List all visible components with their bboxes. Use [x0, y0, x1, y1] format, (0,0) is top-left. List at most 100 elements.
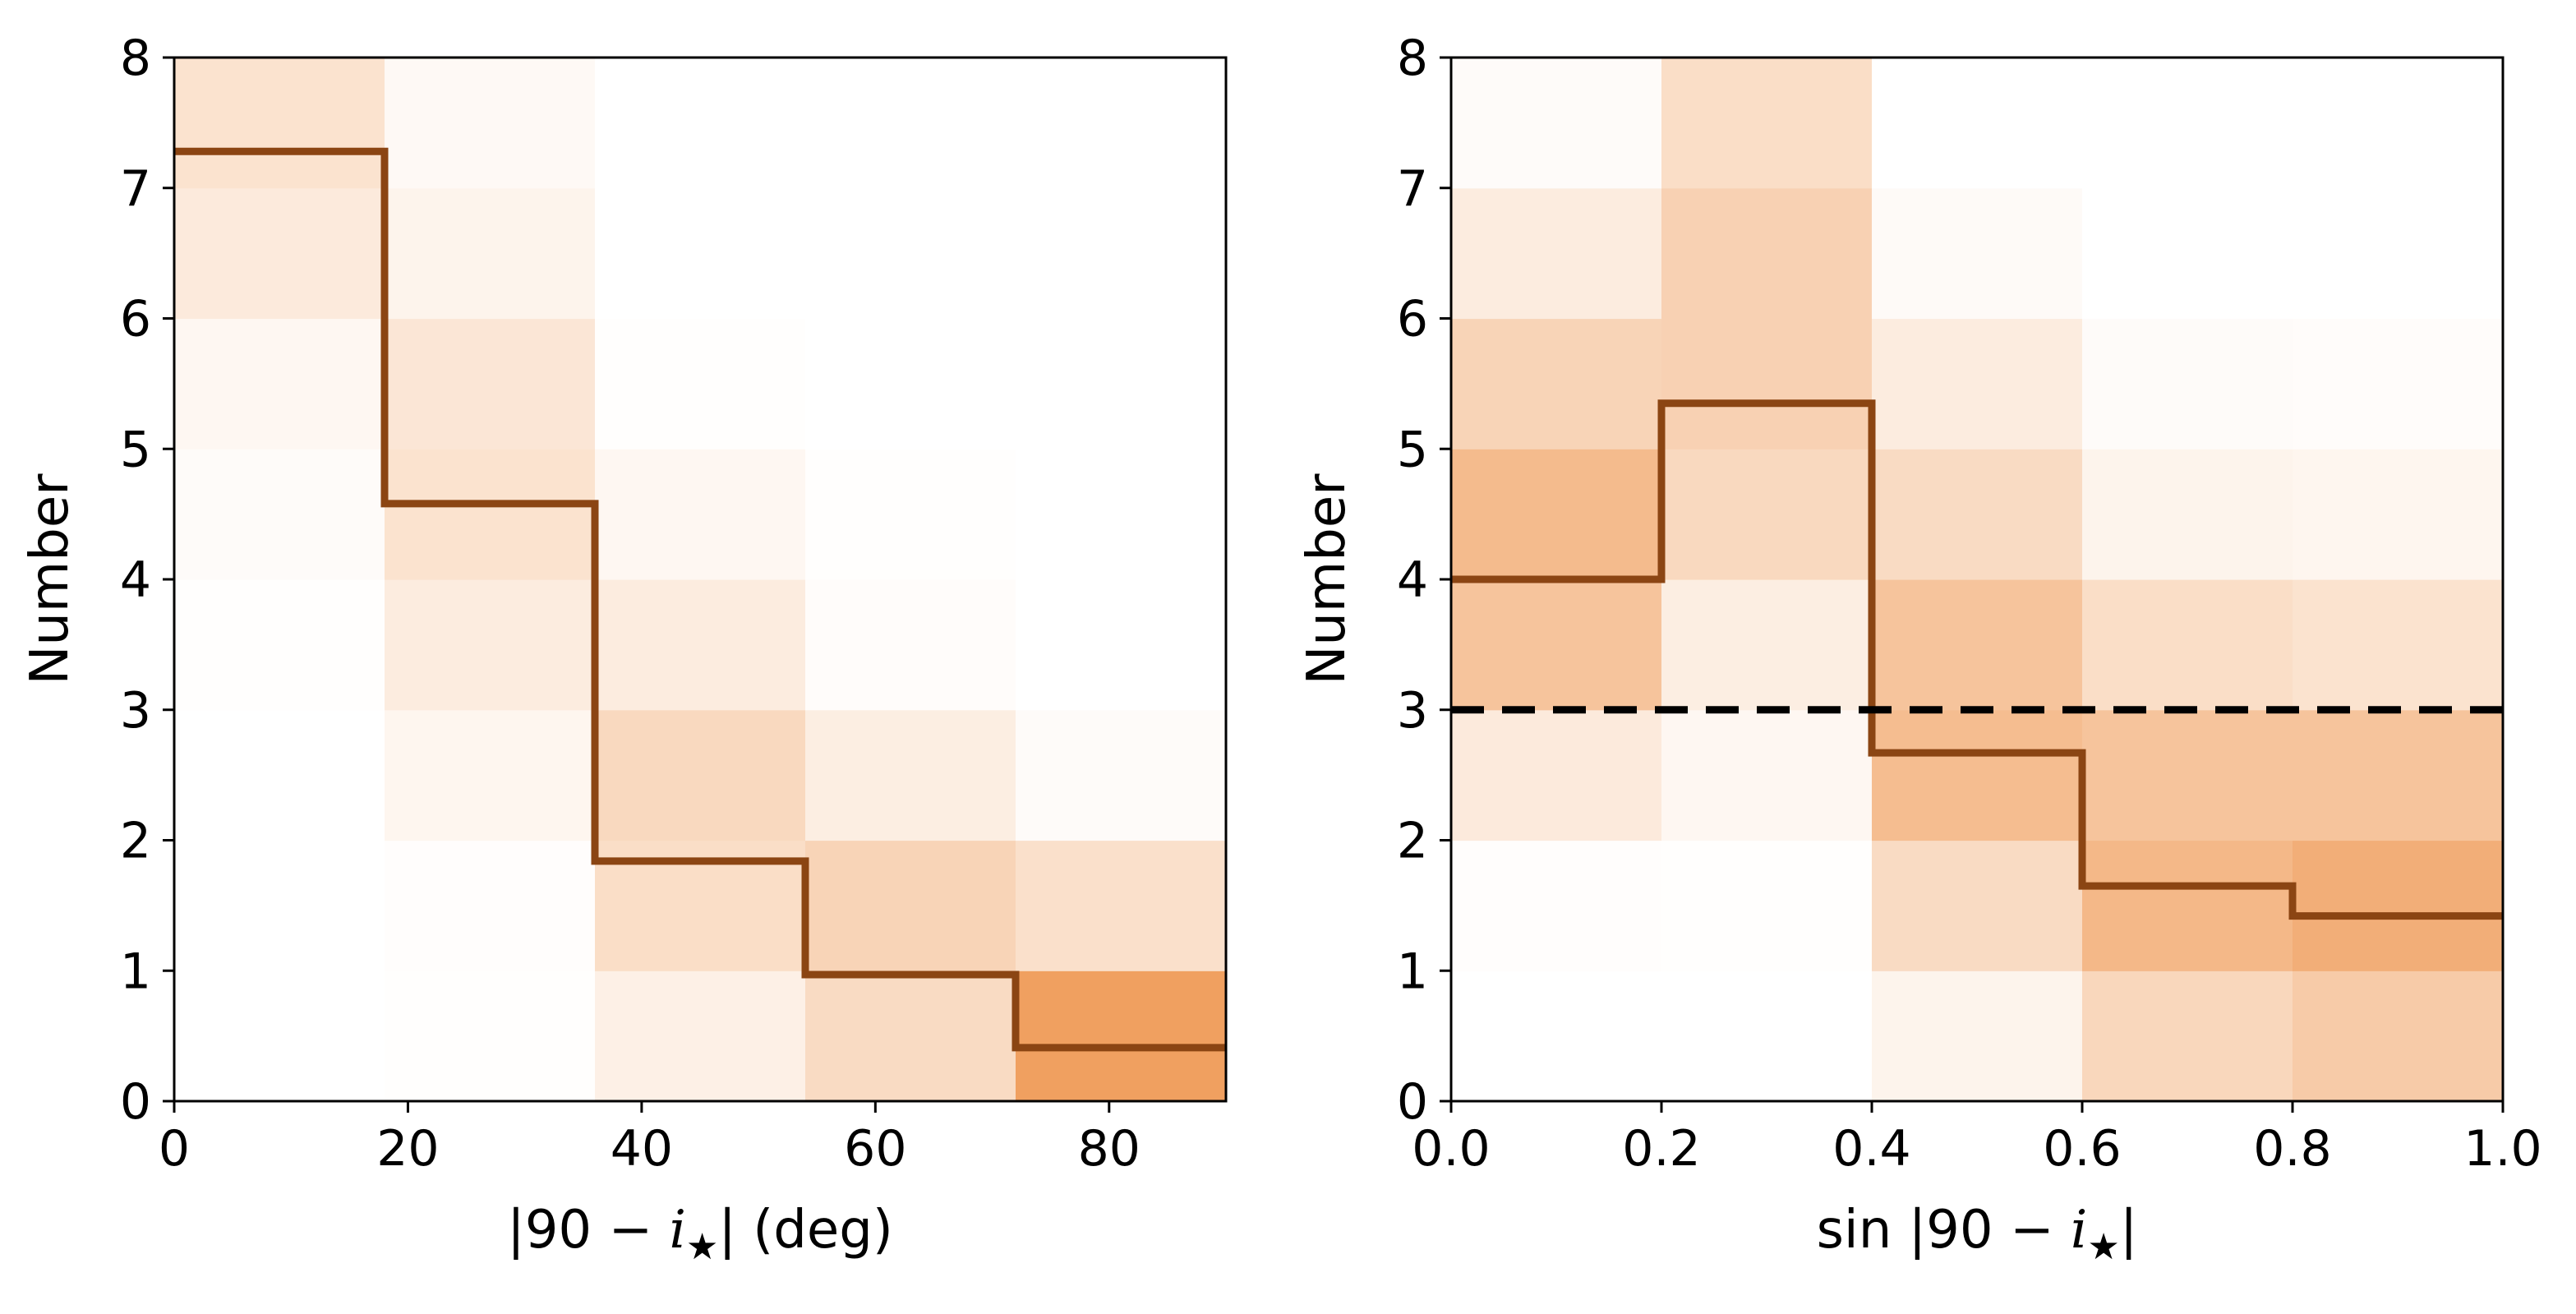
x-tick-label: 60	[844, 1120, 906, 1178]
heatmap-cell	[174, 971, 385, 1102]
y-tick-label: 0	[1397, 1073, 1428, 1131]
x-axis-label-subscript: ★	[2087, 1226, 2119, 1268]
x-axis-label-variable: i	[669, 1200, 685, 1261]
heatmap-cell	[1451, 709, 1662, 841]
heatmap-cell	[1661, 187, 1873, 320]
x-axis-label-text: | (deg)	[718, 1200, 892, 1261]
heatmap-cells	[174, 58, 1227, 1102]
y-tick-label: 1	[1397, 943, 1428, 1000]
heatmap-cell	[595, 449, 806, 580]
heatmap-cell	[1451, 579, 1662, 711]
heatmap-cell	[1016, 449, 1227, 580]
y-axis-label: Number	[20, 473, 81, 685]
y-tick-label: 7	[120, 160, 151, 218]
heatmap-cell	[174, 58, 385, 189]
x-axis-label-text: |	[2120, 1200, 2138, 1261]
heatmap-cell	[385, 709, 596, 841]
heatmap-cell	[1451, 187, 1662, 320]
heatmap-cell	[385, 318, 596, 450]
heatmap-cell	[1661, 971, 1873, 1102]
heatmap-cell	[2082, 840, 2293, 971]
heatmap-cell	[1661, 579, 1873, 711]
heatmap-cell	[2082, 971, 2293, 1102]
heatmap-cell	[1661, 840, 1873, 971]
x-tick-label: 0.4	[1832, 1120, 1910, 1178]
heatmap-cell	[2293, 318, 2504, 450]
heatmap-cell	[174, 709, 385, 841]
heatmap-cell	[805, 58, 1016, 189]
heatmap-cell	[2082, 58, 2293, 189]
y-tick-label: 0	[120, 1073, 151, 1131]
heatmap-cell	[2293, 58, 2504, 189]
y-tick-label: 6	[120, 291, 151, 348]
heatmap-cell	[1016, 58, 1227, 189]
heatmap-cell	[1872, 58, 2083, 189]
y-tick-label: 1	[120, 943, 151, 1000]
x-axis-label-subscript: ★	[686, 1226, 718, 1268]
y-tick-label: 2	[120, 813, 151, 870]
heatmap-cell	[2293, 840, 2504, 971]
heatmap-cell	[174, 840, 385, 971]
x-tick-label: 0.0	[1412, 1120, 1490, 1178]
heatmap-cell	[595, 58, 806, 189]
left-panel: 0 20 40 60 80 0 1 2 3 4 5 6 7 8 Number |90 − i★| (deg)	[20, 30, 1228, 1268]
y-tick-label: 8	[120, 30, 151, 87]
heatmap-cell	[1661, 318, 1873, 450]
heatmap-cell	[1016, 187, 1227, 320]
x-axis-label: |90 − i★| (deg)	[507, 1200, 893, 1268]
heatmap-cell	[1016, 318, 1227, 450]
heatmap-cell	[1451, 449, 1662, 580]
heatmap-cell	[805, 840, 1016, 971]
heatmap-cell	[2082, 449, 2293, 580]
heatmap-cell	[1661, 58, 1873, 189]
x-tick-label: 40	[611, 1120, 673, 1178]
y-tick-label: 7	[1397, 160, 1428, 218]
heatmap-cell	[1872, 318, 2083, 450]
x-tick-label: 0.6	[2043, 1120, 2121, 1178]
heatmap-cell	[1451, 971, 1662, 1102]
y-tick-label: 5	[1397, 421, 1428, 478]
heatmap-cell	[385, 579, 596, 711]
heatmap-cell	[2082, 709, 2293, 841]
heatmap-cell	[174, 449, 385, 580]
heatmap-cell	[2293, 187, 2504, 320]
y-tick-label: 3	[120, 682, 151, 740]
heatmap-cells	[1451, 58, 2504, 1102]
heatmap-cell	[1872, 187, 2083, 320]
heatmap-cell	[2082, 579, 2293, 711]
right-panel: 0.0 0.2 0.4 0.6 0.8 1.0 0 1 2 3 4 5 6 7 8 Number sin |90…	[1297, 30, 2542, 1268]
heatmap-cell	[1661, 449, 1873, 580]
heatmap-cell	[1016, 840, 1227, 971]
heatmap-cell	[595, 187, 806, 320]
heatmap-cell	[385, 58, 596, 189]
heatmap-cell	[174, 318, 385, 450]
heatmap-cell	[2293, 709, 2504, 841]
heatmap-cell	[2082, 318, 2293, 450]
heatmap-cell	[2082, 187, 2293, 320]
x-axis-label: sin |90 − i★|	[1817, 1200, 2138, 1268]
heatmap-cell	[1016, 579, 1227, 711]
x-tick-label: 80	[1078, 1120, 1141, 1178]
y-axis-label: Number	[1297, 473, 1357, 685]
heatmap-cell	[1661, 709, 1873, 841]
heatmap-cell	[1872, 709, 2083, 841]
heatmap-cell	[595, 318, 806, 450]
heatmap-cell	[805, 187, 1016, 320]
heatmap-cell	[805, 318, 1016, 450]
heatmap-cell	[2293, 579, 2504, 711]
x-tick-label: 20	[376, 1120, 439, 1178]
x-axis-label-text: sin |90 −	[1817, 1200, 2071, 1261]
heatmap-cell	[1872, 579, 2083, 711]
heatmap-cell	[805, 449, 1016, 580]
heatmap-cell	[1016, 709, 1227, 841]
heatmap-cell	[1872, 449, 2083, 580]
x-tick-label: 0.2	[1622, 1120, 1700, 1178]
heatmap-cell	[805, 709, 1016, 841]
heatmap-cell	[1872, 971, 2083, 1102]
heatmap-cell	[595, 971, 806, 1102]
y-tick-label: 2	[1397, 813, 1428, 870]
heatmap-cell	[174, 187, 385, 320]
heatmap-cell	[1451, 318, 1662, 450]
y-tick-label: 4	[120, 551, 151, 609]
